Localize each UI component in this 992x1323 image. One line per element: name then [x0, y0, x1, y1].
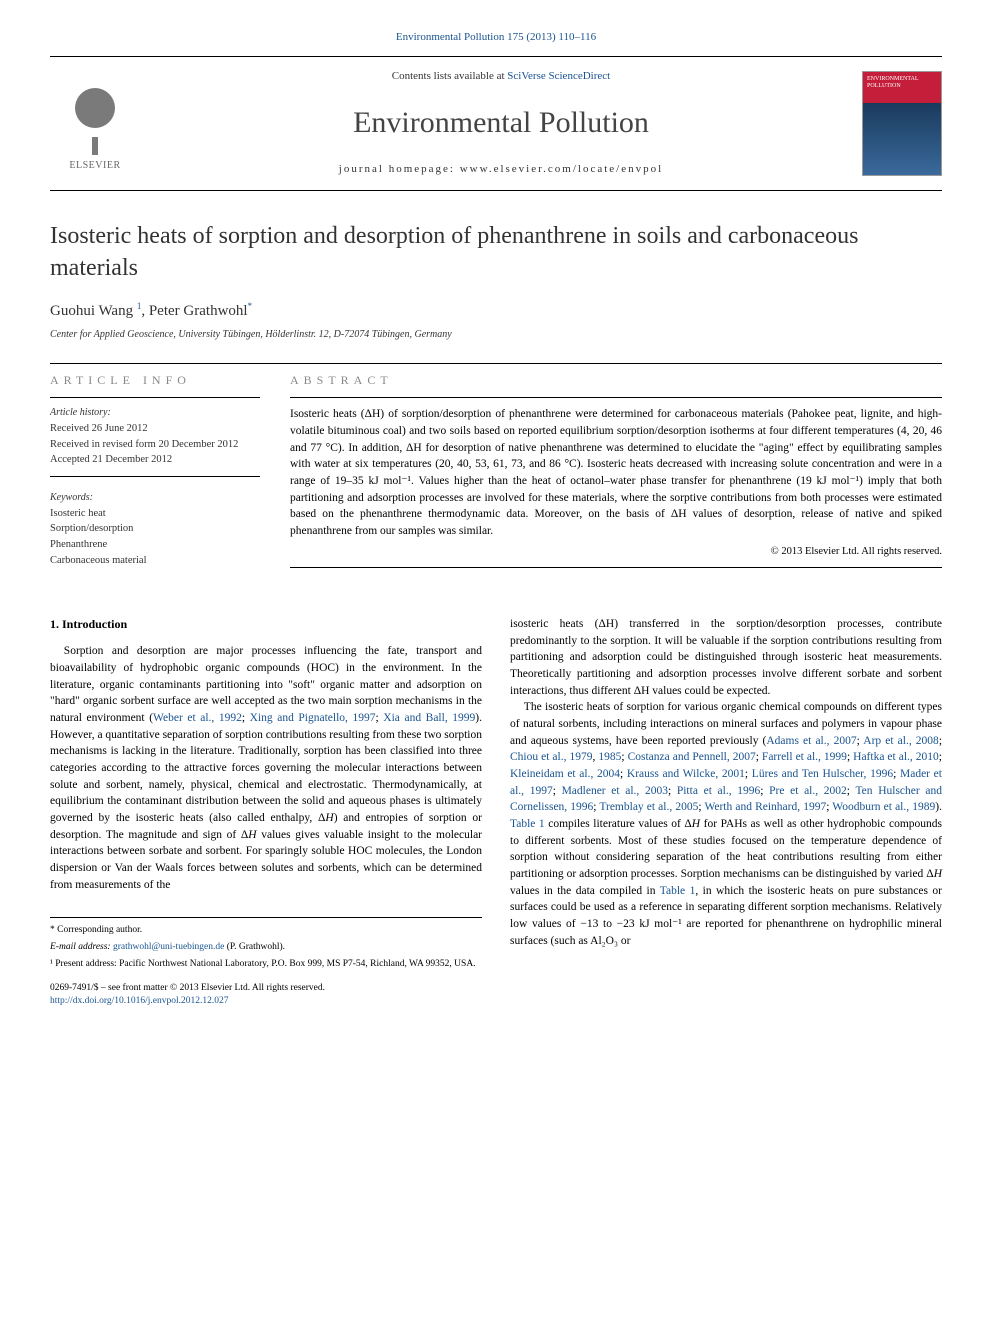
body-columns: 1. Introduction Sorption and desorption … — [50, 616, 942, 1009]
footnote-email-who: (P. Grathwohl). — [224, 942, 285, 952]
history-revised: Received in revised form 20 December 201… — [50, 437, 260, 453]
citation-link[interactable]: Pre et al., 2002 — [769, 785, 847, 797]
doi-link[interactable]: http://dx.doi.org/10.1016/j.envpol.2012.… — [50, 996, 228, 1006]
footnotes: * Corresponding author. E-mail address: … — [50, 917, 482, 971]
front-matter: 0269-7491/$ – see front matter © 2013 El… — [50, 982, 482, 996]
divider — [50, 363, 942, 364]
citation-link[interactable]: Tremblay et al., 2005 — [599, 801, 698, 813]
journal-homepage[interactable]: journal homepage: www.elsevier.com/locat… — [140, 162, 862, 178]
elsevier-tree-icon — [65, 87, 125, 147]
abstract-text: Isosteric heats (ΔH) of sorption/desorpt… — [290, 406, 942, 539]
keyword: Carbonaceous material — [50, 553, 260, 569]
citation-link[interactable]: 1985 — [598, 751, 621, 763]
body-paragraph: Sorption and desorption are major proces… — [50, 643, 482, 893]
citation-link[interactable]: Woodburn et al., 1989 — [832, 801, 935, 813]
publisher-name: ELSEVIER — [69, 159, 120, 174]
author-footnote-1[interactable]: 1 — [137, 301, 142, 311]
authors: Guohui Wang 1, Peter Grathwohl* — [50, 300, 942, 323]
journal-header: ELSEVIER Contents lists available at Sci… — [50, 56, 942, 191]
citation-link[interactable]: Xing and Pignatello, 1997 — [250, 712, 376, 724]
header-center: Contents lists available at SciVerse Sci… — [140, 69, 862, 178]
history-received: Received 26 June 2012 — [50, 421, 260, 437]
body-paragraph: isosteric heats (ΔH) transferred in the … — [510, 616, 942, 699]
history-label: Article history: — [50, 406, 260, 421]
abstract-copyright: © 2013 Elsevier Ltd. All rights reserved… — [290, 544, 942, 559]
contents-link[interactable]: SciVerse ScienceDirect — [507, 70, 610, 82]
keywords-label: Keywords: — [50, 491, 260, 506]
section-heading: 1. Introduction — [50, 616, 482, 633]
citation-link[interactable]: Lüres and Ten Hulscher, 1996 — [752, 768, 893, 780]
citation-link[interactable]: Weber et al., 1992 — [153, 712, 242, 724]
footnote-email: E-mail address: grathwohl@uni-tuebingen.… — [50, 941, 482, 955]
citation-link[interactable]: Haftka et al., 2010 — [853, 751, 939, 763]
keyword: Sorption/desorption — [50, 521, 260, 537]
citation-link[interactable]: Kleineidam et al., 2004 — [510, 768, 620, 780]
citation-link[interactable]: Adams et al., 2007 — [766, 735, 856, 747]
publisher-logo: ELSEVIER — [50, 74, 140, 174]
citation-link[interactable]: Costanza and Pennell, 2007 — [628, 751, 756, 763]
divider — [50, 397, 260, 398]
divider — [290, 567, 942, 568]
table-link[interactable]: Table 1 — [660, 885, 696, 897]
abstract: ABSTRACT Isosteric heats (ΔH) of sorptio… — [290, 372, 942, 576]
abstract-heading: ABSTRACT — [290, 372, 942, 389]
info-abstract-row: ARTICLE INFO Article history: Received 2… — [50, 372, 942, 576]
body-col-right: isosteric heats (ΔH) transferred in the … — [510, 616, 942, 1009]
top-citation[interactable]: Environmental Pollution 175 (2013) 110–1… — [50, 30, 942, 46]
body-paragraph: The isosteric heats of sorption for vari… — [510, 699, 942, 949]
citation-link[interactable]: Farrell et al., 1999 — [762, 751, 847, 763]
footnote-email-link[interactable]: grathwohl@uni-tuebingen.de — [113, 942, 224, 952]
citation-link[interactable]: Arp et al., 2008 — [863, 735, 939, 747]
article-info: ARTICLE INFO Article history: Received 2… — [50, 372, 260, 576]
author-footnote-corresponding[interactable]: * — [248, 301, 253, 311]
footnote-corresponding: * Corresponding author. — [50, 924, 482, 938]
citation-link[interactable]: Chiou et al., 1979 — [510, 751, 592, 763]
citation-link[interactable]: Werth and Reinhard, 1997 — [704, 801, 826, 813]
article-info-heading: ARTICLE INFO — [50, 372, 260, 389]
citation-link[interactable]: Madlener et al., 2003 — [562, 785, 668, 797]
footer-meta: 0269-7491/$ – see front matter © 2013 El… — [50, 982, 482, 1010]
contents-line: Contents lists available at SciVerse Sci… — [140, 69, 862, 85]
keyword: Phenanthrene — [50, 537, 260, 553]
footnote-email-label: E-mail address: — [50, 942, 113, 952]
history-accepted: Accepted 21 December 2012 — [50, 452, 260, 468]
body-col-left: 1. Introduction Sorption and desorption … — [50, 616, 482, 1009]
cover-title: ENVIRONMENTAL POLLUTION — [867, 76, 941, 89]
divider — [50, 476, 260, 477]
contents-prefix: Contents lists available at — [392, 70, 507, 82]
divider — [290, 397, 942, 398]
table-link[interactable]: Table 1 — [510, 818, 545, 830]
footnote-present-address: ¹ Present address: Pacific Northwest Nat… — [50, 958, 482, 972]
journal-name: Environmental Pollution — [140, 101, 862, 145]
citation-link[interactable]: Pitta et al., 1996 — [677, 785, 760, 797]
keyword: Isosteric heat — [50, 506, 260, 522]
citation-link[interactable]: Krauss and Wilcke, 2001 — [627, 768, 745, 780]
citation-link[interactable]: Xia and Ball, 1999 — [383, 712, 475, 724]
article-title: Isosteric heats of sorption and desorpti… — [50, 221, 942, 283]
journal-cover-thumbnail: ENVIRONMENTAL POLLUTION — [862, 71, 942, 176]
affiliation: Center for Applied Geoscience, Universit… — [50, 328, 942, 343]
